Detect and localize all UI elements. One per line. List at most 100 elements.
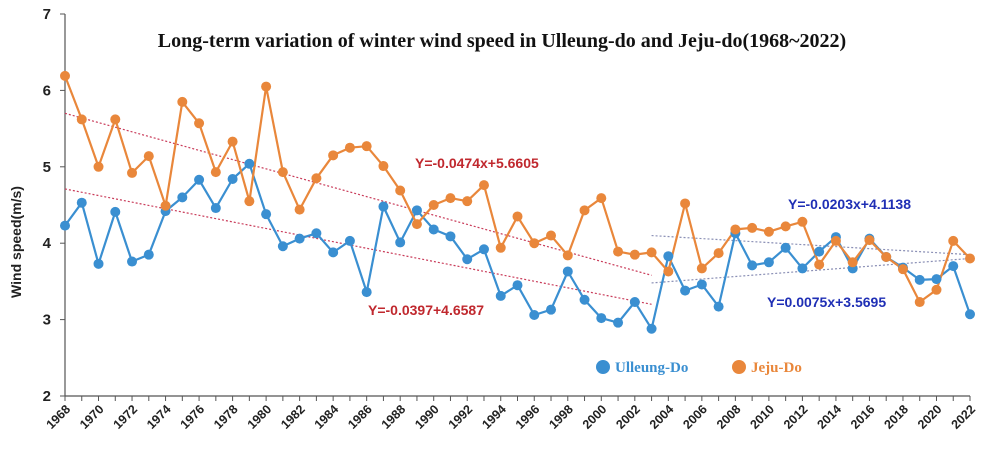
data-point <box>512 211 523 222</box>
y-tick-label: 5 <box>43 159 51 176</box>
legend-marker <box>732 360 746 374</box>
chart-title: Long-term variation of winter wind speed… <box>158 30 846 52</box>
data-point <box>76 197 87 208</box>
data-point <box>328 247 339 258</box>
trend-lines <box>64 112 971 305</box>
legend-label: Ulleung-Do <box>615 360 688 376</box>
x-tick-label: 2012 <box>781 402 811 432</box>
x-tick-label: 1970 <box>77 402 107 432</box>
data-point <box>713 248 724 259</box>
data-point <box>495 290 506 301</box>
data-point <box>696 279 707 290</box>
data-point <box>529 238 540 249</box>
data-point <box>378 201 389 212</box>
x-tick-label: 2008 <box>714 402 744 432</box>
data-point <box>361 287 372 298</box>
data-point <box>613 317 624 328</box>
data-point <box>763 257 774 268</box>
data-point <box>847 257 858 268</box>
data-point <box>110 114 121 125</box>
data-point <box>227 136 238 147</box>
y-tick-label: 7 <box>43 6 51 23</box>
data-point <box>646 247 657 258</box>
y-tick-label: 2 <box>43 388 51 405</box>
data-point <box>546 230 557 241</box>
series-line <box>63 75 971 304</box>
data-point <box>210 167 221 178</box>
data-point <box>931 284 942 295</box>
data-point <box>110 206 121 217</box>
data-point <box>613 246 624 257</box>
data-point <box>328 150 339 161</box>
x-tick-label: 1972 <box>111 402 141 432</box>
data-point <box>529 310 540 321</box>
y-tick-label: 3 <box>43 312 51 329</box>
data-point <box>294 204 305 215</box>
x-tick-label: 1996 <box>513 402 543 432</box>
data-point <box>411 219 422 230</box>
x-tick-label: 2000 <box>580 402 610 432</box>
data-point <box>814 259 825 270</box>
data-point <box>395 185 406 196</box>
trend-equation-label: Y=-0.0397+4.6587 <box>368 302 484 318</box>
data-point <box>76 114 87 125</box>
data-point <box>177 192 188 203</box>
data-point <box>596 193 607 204</box>
data-point <box>210 203 221 214</box>
data-point <box>60 70 70 81</box>
data-point <box>562 250 573 261</box>
x-tick-label: 1978 <box>211 402 241 432</box>
data-point <box>780 221 791 232</box>
data-point <box>261 209 272 220</box>
y-tick-label: 4 <box>43 235 52 252</box>
x-tick-label: 2006 <box>680 402 710 432</box>
data-point <box>713 301 724 312</box>
trend-equation-label: Y=0.0075x+3.5695 <box>767 294 886 310</box>
data-point <box>881 251 892 262</box>
data-point <box>93 258 104 269</box>
data-point <box>93 161 104 172</box>
data-point <box>378 161 389 172</box>
x-tick-label: 1974 <box>144 402 174 432</box>
x-tick-label: 1976 <box>178 402 208 432</box>
data-point <box>814 246 825 257</box>
data-point <box>680 285 691 296</box>
data-point <box>562 266 573 277</box>
data-point <box>897 264 908 275</box>
data-point <box>646 323 657 334</box>
data-point <box>277 241 288 252</box>
data-point <box>361 141 372 152</box>
y-axis-label: Wind speed(m/s) <box>8 186 24 298</box>
data-point <box>60 220 70 231</box>
data-point <box>194 118 205 129</box>
data-point <box>730 224 741 235</box>
x-tick-label: 2002 <box>613 402 643 432</box>
data-point <box>143 249 154 260</box>
data-point <box>143 151 154 162</box>
data-point <box>914 297 925 308</box>
data-point <box>965 309 975 320</box>
data-point <box>227 174 238 185</box>
data-point <box>596 313 607 324</box>
x-tick-label: 2016 <box>848 402 878 432</box>
data-point <box>478 180 489 191</box>
data-point <box>495 242 506 253</box>
data-point <box>965 253 975 264</box>
x-tick-label: 1986 <box>345 402 375 432</box>
data-point <box>478 244 489 255</box>
trend-equation-label: Y=-0.0203x+4.1138 <box>788 196 911 212</box>
data-point <box>512 280 523 291</box>
data-point <box>428 224 439 235</box>
data-point <box>177 96 188 107</box>
x-tick-label: 1992 <box>446 402 476 432</box>
data-point <box>747 260 758 271</box>
data-point <box>445 193 456 204</box>
data-point <box>428 200 439 210</box>
data-point <box>311 228 322 239</box>
data-point <box>294 233 305 244</box>
data-point <box>579 294 590 305</box>
x-tick-label: 1994 <box>479 402 509 432</box>
data-point <box>261 81 272 92</box>
